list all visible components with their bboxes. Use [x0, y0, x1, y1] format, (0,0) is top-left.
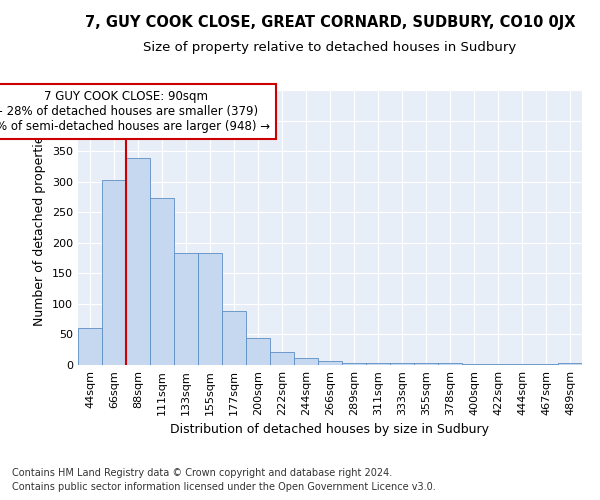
- Bar: [390, 363, 414, 365]
- Bar: [222, 311, 246, 365]
- Bar: [174, 252, 198, 365]
- Bar: [270, 352, 294, 365]
- Bar: [366, 363, 390, 365]
- Text: Contains HM Land Registry data © Crown copyright and database right 2024.: Contains HM Land Registry data © Crown c…: [12, 468, 392, 477]
- Text: 7 GUY COOK CLOSE: 90sqm
← 28% of detached houses are smaller (379)
71% of semi-d: 7 GUY COOK CLOSE: 90sqm ← 28% of detache…: [0, 90, 271, 133]
- Bar: [102, 180, 126, 365]
- Bar: [78, 328, 102, 365]
- Bar: [198, 252, 222, 365]
- Bar: [150, 198, 174, 365]
- Bar: [294, 358, 318, 365]
- Bar: [510, 364, 534, 365]
- Y-axis label: Number of detached properties: Number of detached properties: [34, 129, 46, 326]
- Bar: [414, 362, 438, 365]
- X-axis label: Distribution of detached houses by size in Sudbury: Distribution of detached houses by size …: [170, 424, 490, 436]
- Text: 7, GUY COOK CLOSE, GREAT CORNARD, SUDBURY, CO10 0JX: 7, GUY COOK CLOSE, GREAT CORNARD, SUDBUR…: [85, 15, 575, 30]
- Bar: [486, 364, 510, 365]
- Bar: [246, 338, 270, 365]
- Text: Contains public sector information licensed under the Open Government Licence v3: Contains public sector information licen…: [12, 482, 436, 492]
- Bar: [534, 364, 558, 365]
- Bar: [318, 360, 342, 365]
- Bar: [342, 362, 366, 365]
- Bar: [126, 158, 150, 365]
- Bar: [438, 363, 462, 365]
- Bar: [558, 363, 582, 365]
- Bar: [462, 364, 486, 365]
- Text: Size of property relative to detached houses in Sudbury: Size of property relative to detached ho…: [143, 41, 517, 54]
